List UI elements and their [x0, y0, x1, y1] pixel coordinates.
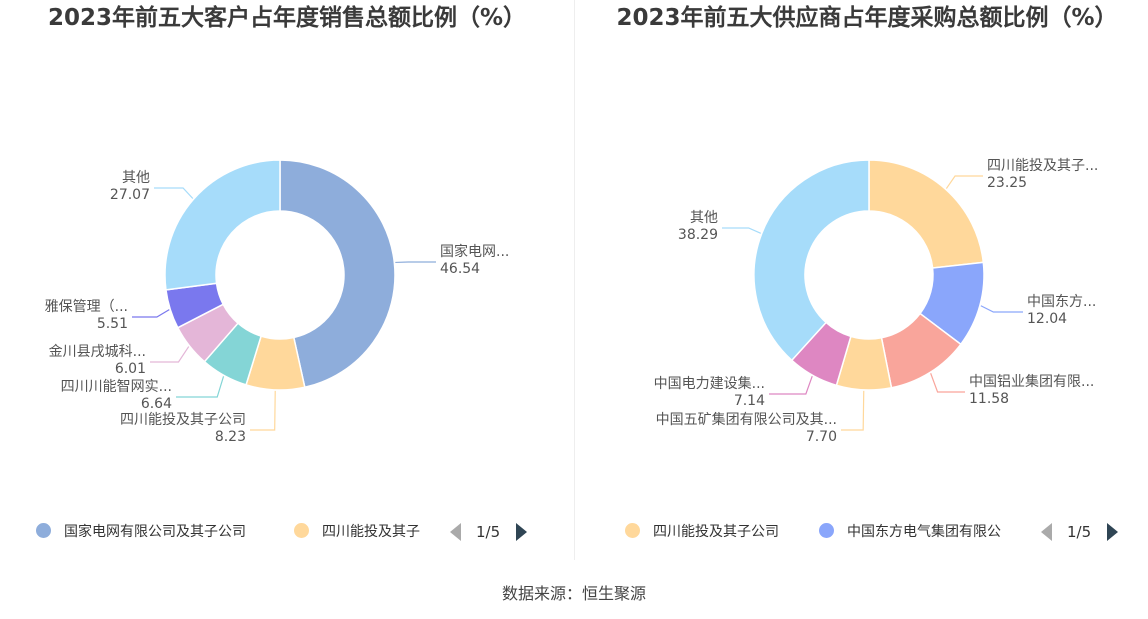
legend: 国家电网有限公司及其子公司 四川能投及其子 1/5: [0, 520, 574, 546]
slice-value-label: 6.01: [115, 361, 146, 377]
legend-prev-icon[interactable]: [1041, 523, 1052, 541]
supplier-donut-chart: 四川能投及其子...23.25 中国东方...12.04 中国铝业集团有限...11…: [654, 158, 1099, 445]
legend-label: 四川能投及其子公司: [653, 524, 779, 540]
legend-color-dot: [819, 523, 834, 538]
customer-chart-panel: 2023年前五大客户占年度销售总额比例（%） 国家电网... 46.54 四川能投及…: [0, 0, 574, 560]
label-leader-line: [154, 187, 194, 199]
chart-title: 2023年前五大供应商占年度采购总额比例（%）: [616, 5, 1118, 31]
legend-next-icon[interactable]: [516, 523, 527, 541]
legend-item[interactable]: 中国东方电气集团有限公: [819, 522, 1001, 542]
slice-label: 四川能投及其子公司: [120, 412, 246, 428]
slice-label: 雅保管理（...: [45, 299, 128, 315]
legend-label: 四川能投及其子: [322, 524, 420, 540]
legend: 四川能投及其子公司 中国东方电气集团有限公 1/5: [575, 520, 1148, 546]
legend-item[interactable]: 国家电网有限公司及其子公司: [36, 522, 246, 542]
pie-slice[interactable]: [164, 159, 281, 291]
slice-value-label: 6.64: [141, 396, 172, 412]
label-leader-line: [769, 375, 813, 395]
slice-label: 其他: [690, 210, 718, 226]
legend-label: 国家电网有限公司及其子公司: [64, 524, 246, 540]
legend-item[interactable]: 四川能投及其子: [294, 522, 420, 542]
legend-item[interactable]: 四川能投及其子公司: [625, 522, 779, 542]
slice-value-label: 38.29: [678, 227, 718, 243]
label-leader-line: [250, 390, 276, 431]
slice-label: 中国东方...: [1027, 294, 1096, 310]
label-leader-line: [176, 376, 225, 398]
slice-value-label: 5.51: [97, 316, 128, 332]
legend-pager: 1/5: [1041, 522, 1131, 542]
label-leader-line: [150, 346, 190, 363]
slice-label: 金川县戌城科...: [49, 344, 146, 360]
label-leader-line: [132, 309, 170, 318]
legend-color-dot: [625, 523, 640, 538]
legend-page-number: 1/5: [476, 523, 501, 541]
slice-value-label: 46.54: [440, 261, 480, 277]
slice-label: 其他: [122, 170, 150, 186]
chart-title: 2023年前五大客户占年度销售总额比例（%）: [47, 5, 527, 31]
label-leader-line: [722, 227, 762, 234]
slice-value-label: 12.04: [1027, 311, 1067, 327]
legend-prev-icon[interactable]: [450, 523, 461, 541]
legend-color-dot: [294, 523, 309, 538]
slice-label: 中国电力建设集...: [654, 375, 765, 392]
label-leader-line: [980, 305, 1023, 313]
slice-value-label: 7.70: [806, 429, 837, 445]
slice-value-label: 8.23: [215, 429, 246, 445]
pie-slice[interactable]: [753, 159, 870, 362]
legend-pager: 1/5: [450, 522, 540, 542]
label-leader-line: [841, 390, 865, 431]
supplier-chart-panel: 2023年前五大供应商占年度采购总额比例（%） 四川能投及其子... 23.25 中…: [574, 0, 1148, 560]
slice-label: 中国五矿集团有限公司及其...: [656, 411, 837, 428]
legend-next-icon[interactable]: [1107, 523, 1118, 541]
legend-page-number: 1/5: [1067, 523, 1092, 541]
slice-value-label: 23.25: [987, 175, 1027, 191]
label-leader-line: [930, 373, 965, 393]
slice-value-label: 7.14: [734, 393, 765, 409]
label-leader-line: [945, 175, 983, 189]
slice-value-label: 27.07: [110, 187, 150, 203]
slice-label: 国家电网...: [440, 243, 509, 260]
legend-color-dot: [36, 523, 51, 538]
slice-value-label: 11.58: [969, 391, 1009, 407]
pie-slice[interactable]: [279, 159, 396, 389]
slice-label: 四川川能智网实...: [61, 379, 172, 395]
slice-label: 中国铝业集团有限...: [969, 373, 1094, 390]
legend-label: 中国东方电气集团有限公: [847, 524, 1001, 540]
data-source-note: 数据来源：恒生聚源: [501, 584, 646, 603]
slice-label: 四川能投及其子...: [987, 158, 1098, 174]
